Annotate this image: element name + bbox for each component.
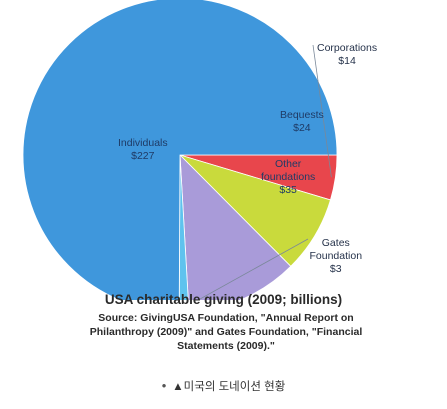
pie-chart [22,0,338,300]
slice-label: Bequests $24 [280,109,324,135]
slice-label-line: $227 [131,150,155,162]
slice-label-line: $35 [279,184,297,196]
leader-line [312,44,332,178]
slice-label-line: Bequests [280,109,324,121]
slice-label: Gates Foundation $3 [310,237,363,276]
chart-title: USA charitable giving (2009; billions) [104,292,343,307]
slice-label-line: Individuals [118,137,168,149]
slice-label-line: $24 [293,122,311,134]
pie-slice [178,154,189,300]
slice-label-line: Gates [321,237,350,249]
slice-label: Other foundations $35 [261,158,315,197]
slice-label-line: $3 [329,263,342,275]
pie-slice [22,0,338,300]
slice-label: Corporations $14 [317,42,377,68]
slice-label: Individuals $227 [118,137,168,163]
caption-bullet: • [161,378,167,393]
slice-label-line: $14 [338,55,356,67]
figure-caption: • ▲미국의 도네이션 현황 [0,378,447,394]
slice-label-line: Corporations [317,42,378,54]
slice-label-line: Other [275,158,302,170]
slice-label-line: Foundation [309,250,363,262]
leader-line [197,238,309,300]
slice-label-line: foundations [261,171,316,183]
caption-text: ▲미국의 도네이션 현황 [172,381,286,393]
chart-source-note: Source: GivingUSA Foundation, "Annual Re… [89,312,363,352]
